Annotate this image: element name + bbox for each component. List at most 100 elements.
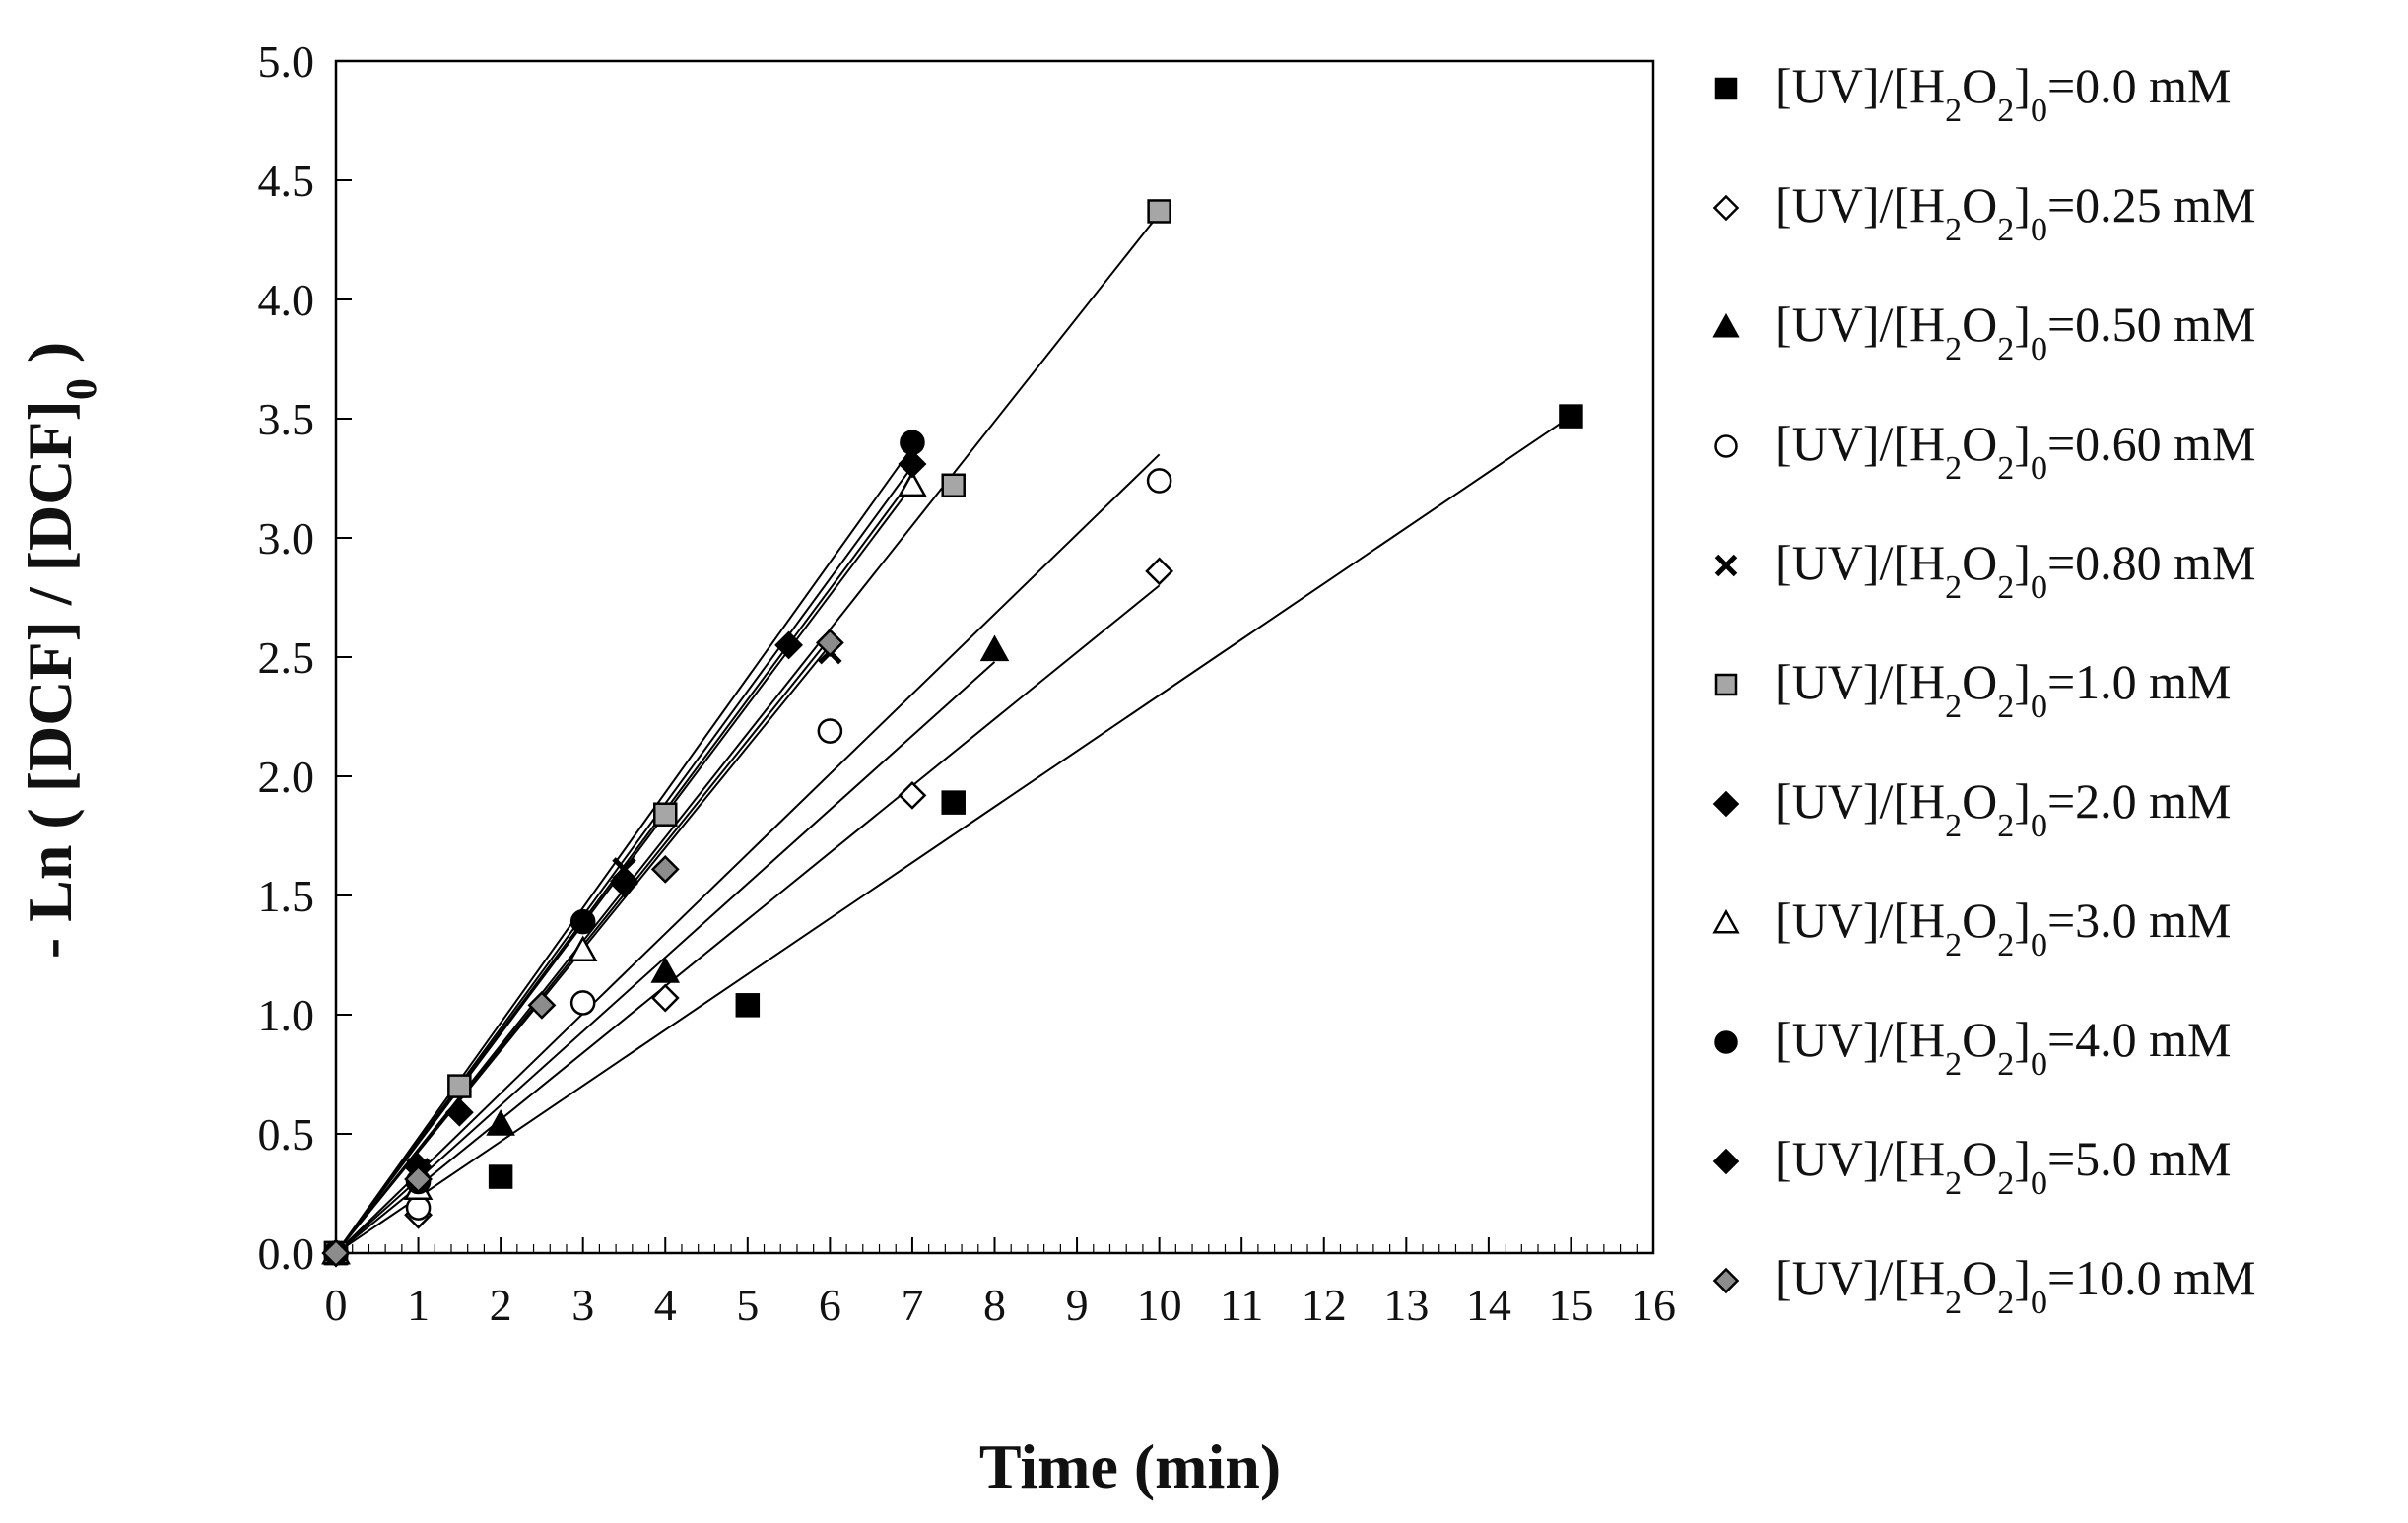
legend-entry-0.25: [UV]/[H2O2]0=0.25 mM (1712, 177, 2256, 248)
legend-marker (1712, 1148, 1740, 1175)
legend-label: [UV]/[H2O2]0=3.0 mM (1775, 893, 2232, 963)
y-axis-title: - Ln ( [DCF] / [DCF]0 ) (15, 342, 105, 959)
fit-line-5.0 (335, 465, 913, 1254)
x-tick-label: 16 (1631, 1280, 1676, 1330)
legend-marker (1712, 908, 1740, 934)
cross-stroke (1714, 554, 1738, 577)
x-tick-label: 6 (819, 1280, 841, 1330)
x-tick-label: 0 (325, 1280, 348, 1330)
x-tick-label: 11 (1220, 1280, 1263, 1330)
data-point-0.25 (650, 983, 680, 1013)
data-point-1.0 (941, 473, 966, 498)
fit-line-4.0 (335, 446, 913, 1254)
legend-marker (1714, 434, 1738, 458)
legend-marker (1712, 1267, 1740, 1294)
legend-label: [UV]/[H2O2]0=0.60 mM (1775, 416, 2256, 487)
legend-marker (1712, 790, 1740, 818)
legend-label: [UV]/[H2O2]0=0.0 mM (1775, 58, 2232, 129)
legend: [UV]/[H2O2]0=0.0 mM [UV]/[H2O2]0=0.25 mM [… (1712, 58, 2256, 1321)
data-point-0.50 (650, 957, 681, 983)
data-point-5.0 (610, 867, 638, 895)
legend-label: [UV]/[H2O2]0=1.0 mM (1775, 654, 2232, 725)
data-point-4.0 (569, 908, 596, 935)
legend-entry-0.0: [UV]/[H2O2]0=0.0 mM (1714, 58, 2232, 129)
data-point-0.0 (941, 790, 966, 815)
fit-line-0.60 (335, 453, 1161, 1254)
x-tick-label: 9 (1066, 1280, 1089, 1330)
legend-marker (1714, 554, 1738, 577)
x-tick-label: 3 (571, 1280, 594, 1330)
data-point-5.0 (898, 449, 927, 479)
data-point-0.50 (486, 1109, 515, 1136)
data-point-0.0 (735, 993, 761, 1018)
y-tick-label: 1.5 (258, 871, 315, 921)
legend-label: [UV]/[H2O2]0=4.0 mM (1775, 1012, 2232, 1083)
x-tick-label: 1 (407, 1280, 430, 1330)
data-point-10.0 (404, 1164, 433, 1194)
legend-entry-0.80: [UV]/[H2O2]0=0.80 mM (1714, 535, 2256, 606)
data-point-2.0 (774, 630, 804, 660)
x-tick-label: 8 (983, 1280, 1006, 1330)
data-point-3.0 (898, 470, 927, 497)
y-axis: 0.0 0.5 1.0 1.5 2.0 2.5 3.0 3.5 4.0 4.5 5.0 (258, 36, 352, 1279)
y-tick-label: 2.0 (258, 752, 315, 802)
data-point-0.50 (979, 634, 1010, 662)
data-point-2.0 (444, 1097, 474, 1127)
legend-label: [UV]/[H2O2]0=5.0 mM (1775, 1131, 2232, 1202)
y-tick-label: 3.5 (258, 394, 315, 444)
legend-entry-3.0: [UV]/[H2O2]0=3.0 mM (1712, 893, 2232, 963)
data-points (321, 199, 1583, 1268)
data-point-10.0 (815, 629, 844, 657)
data-point-10.0 (321, 1238, 351, 1268)
data-point-1.0 (653, 802, 678, 827)
legend-marker (1714, 77, 1738, 100)
data-point-10.0 (650, 854, 680, 884)
x-tick-label: 5 (736, 1280, 759, 1330)
legend-label: [UV]/[H2O2]0=0.50 mM (1775, 297, 2256, 367)
y-tick-label: 5.0 (258, 36, 315, 87)
legend-marker (1712, 194, 1740, 222)
legend-marker (1714, 673, 1738, 696)
legend-label: [UV]/[H2O2]0=0.25 mM (1775, 177, 2256, 248)
y-tick-label: 1.0 (258, 990, 315, 1040)
x-tick-label: 15 (1548, 1280, 1593, 1330)
legend-entry-10.0: [UV]/[H2O2]0=10.0 mM (1712, 1250, 2256, 1321)
legend-entry-1.0: [UV]/[H2O2]0=1.0 mM (1714, 654, 2232, 725)
y-tick-label: 0.5 (258, 1109, 315, 1159)
data-point-10.0 (527, 990, 557, 1020)
x-tick-label: 7 (901, 1280, 923, 1330)
legend-label: [UV]/[H2O2]0=0.80 mM (1775, 535, 2256, 606)
legend-label: [UV]/[H2O2]0=2.0 mM (1775, 773, 2232, 844)
fit-line-0.25 (335, 584, 1161, 1254)
fit-line-1.0 (335, 213, 1161, 1254)
data-point-0.25 (1145, 557, 1174, 586)
x-tick-label: 10 (1137, 1280, 1182, 1330)
legend-label: [UV]/[H2O2]0=10.0 mM (1775, 1250, 2256, 1321)
data-point-0.25 (898, 780, 927, 810)
x-tick-label: 12 (1302, 1280, 1347, 1330)
legend-entry-4.0: [UV]/[H2O2]0=4.0 mM (1714, 1012, 2232, 1083)
x-tick-label: 4 (654, 1280, 677, 1330)
legend-entry-0.50: [UV]/[H2O2]0=0.50 mM (1712, 297, 2256, 367)
data-point-0.60 (569, 990, 596, 1016)
data-point-1.0 (1147, 199, 1171, 224)
y-tick-label: 0.0 (258, 1228, 315, 1279)
x-tick-label: 13 (1383, 1280, 1429, 1330)
legend-entry-2.0: [UV]/[H2O2]0=2.0 mM (1712, 773, 2232, 844)
legend-entry-5.0: [UV]/[H2O2]0=5.0 mM (1712, 1131, 2232, 1202)
legend-entry-0.60: [UV]/[H2O2]0=0.60 mM (1714, 416, 2256, 487)
legend-marker (1714, 1030, 1738, 1054)
data-point-0.0 (1559, 404, 1583, 429)
y-tick-label: 4.0 (258, 275, 315, 325)
data-point-3.0 (568, 935, 598, 962)
y-tick-label: 4.5 (258, 156, 315, 206)
y-tick-label: 3.0 (258, 513, 315, 563)
y-tick-label: 2.5 (258, 632, 315, 683)
x-tick-label: 14 (1466, 1280, 1511, 1330)
x-axis: 0 1 2 3 4 5 6 7 8 9 10 11 12 13 14 15 16 (325, 1237, 1676, 1330)
x-tick-label: 2 (490, 1280, 512, 1330)
fit-line-0.0 (335, 415, 1572, 1254)
x-axis-title: Time (min) (979, 1431, 1281, 1501)
data-point-0.60 (817, 718, 843, 744)
